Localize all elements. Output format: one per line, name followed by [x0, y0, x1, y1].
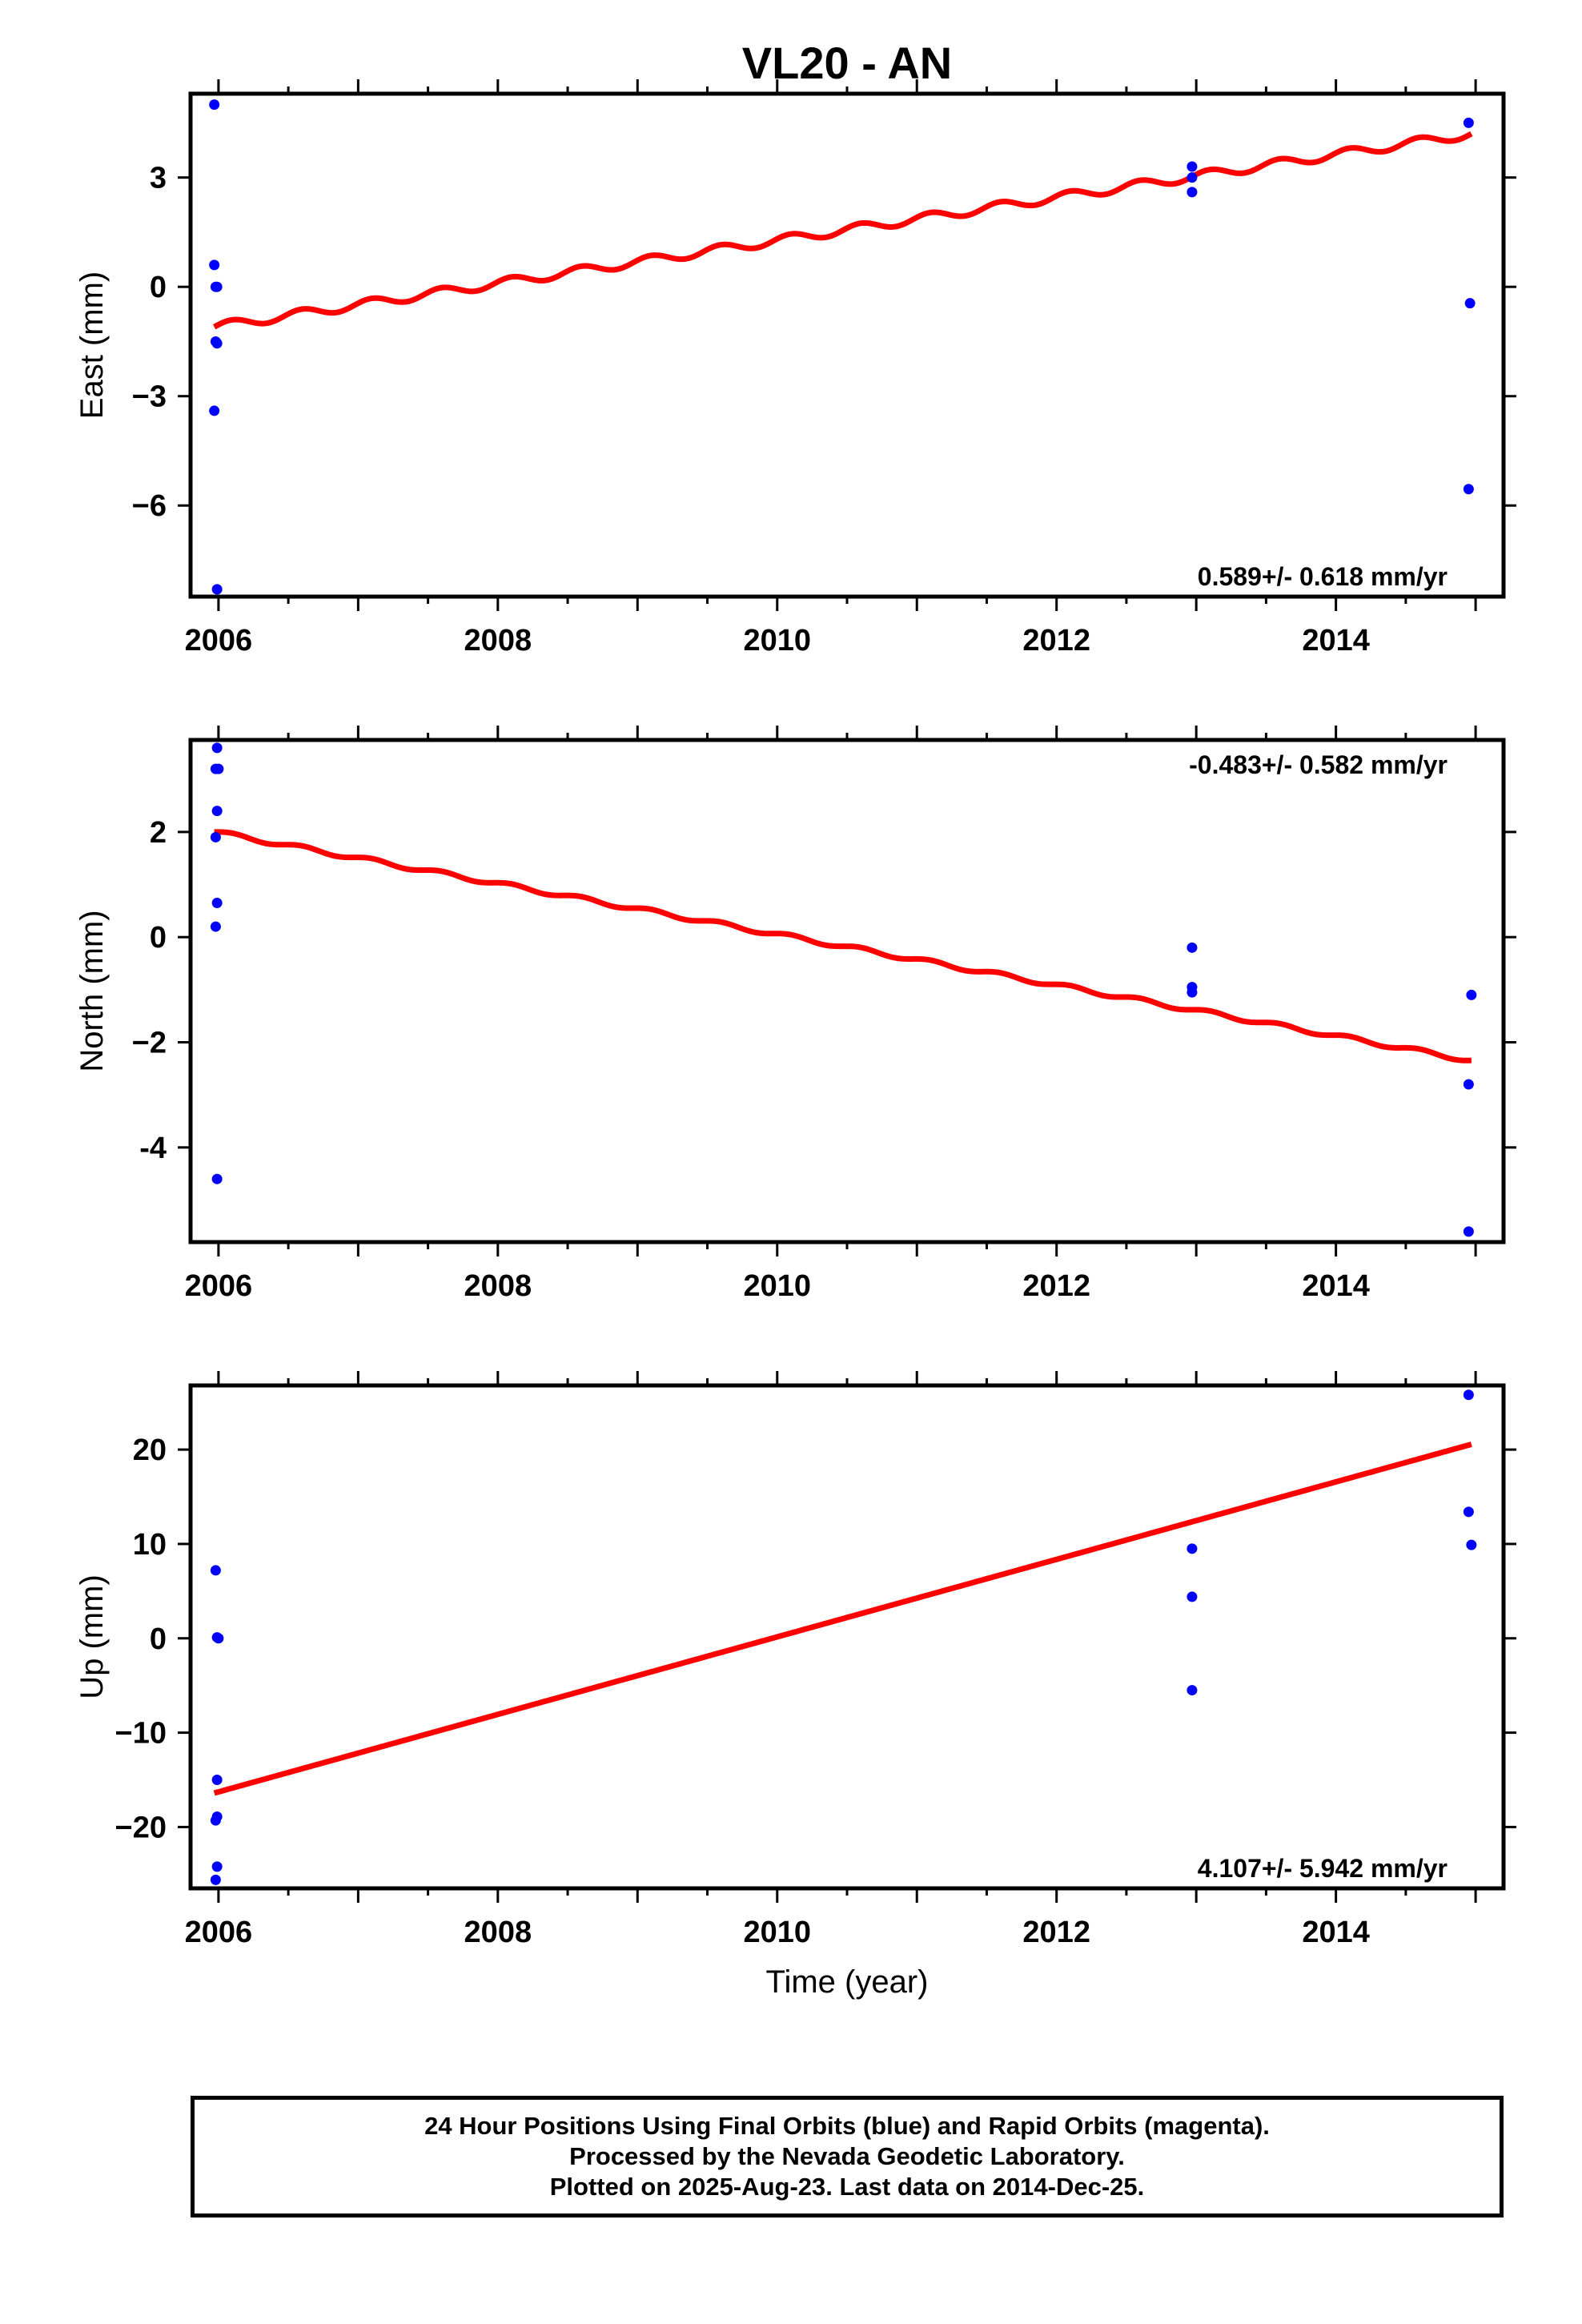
y-tick-label: 2: [150, 816, 167, 850]
data-point: [1463, 484, 1474, 495]
data-point: [1186, 172, 1198, 183]
data-point: [1463, 1506, 1474, 1518]
data-point: [211, 338, 223, 349]
y-tick-label: 0: [150, 1622, 167, 1656]
data-point: [1186, 1591, 1198, 1602]
footer-box: 24 Hour Positions Using Final Orbits (bl…: [191, 2096, 1504, 2217]
plot-frame: [188, 738, 1506, 1244]
data-point: [209, 259, 220, 271]
x-tick-label: 2012: [1022, 1269, 1090, 1303]
east-panel: 3 0 −3 −6 2006 2008 2010 2012 2014 0.589+/- 0.618…: [74, 79, 1516, 657]
data-point: [1186, 942, 1198, 953]
data-point: [210, 1874, 221, 1885]
y-tick-label: −2: [132, 1027, 167, 1060]
x-tick-label: 2006: [185, 624, 253, 657]
y-tick-label: −3: [132, 380, 167, 414]
x-tick-label: 2008: [464, 1269, 532, 1303]
x-tick-label: 2012: [1022, 624, 1090, 657]
data-point: [1186, 161, 1198, 172]
y-tick-label: −20: [115, 1811, 167, 1844]
rate-label: -0.483+/- 0.582 mm/yr: [1189, 750, 1447, 779]
x-tick-label: 2008: [464, 624, 532, 657]
data-point: [1186, 987, 1198, 998]
y-tick-label: −10: [115, 1717, 167, 1751]
footer-line-1: 24 Hour Positions Using Final Orbits (bl…: [424, 2112, 1270, 2140]
data-point: [213, 1633, 224, 1644]
data-point: [211, 1173, 223, 1184]
y-tick-label: 0: [150, 921, 167, 955]
y-tick-label: −6: [132, 489, 167, 523]
plot-frame: [188, 1383, 1506, 1891]
y-tick-label: 3: [150, 162, 167, 195]
y-tick-label: 20: [133, 1433, 167, 1467]
data-point: [211, 898, 223, 909]
trend-line: [214, 829, 1472, 1063]
data-point: [211, 806, 223, 817]
north-panel: 2 0 −2 -4 2006 2008 2010 2012 2014 -0.483+/- 0.58…: [74, 726, 1516, 1303]
x-tick-label: 2014: [1302, 624, 1370, 657]
data-point: [211, 1775, 223, 1786]
y-tick-label: 10: [133, 1528, 167, 1562]
y-tick-label: 0: [150, 271, 167, 304]
data-point: [210, 831, 221, 842]
rate-label: 0.589+/- 0.618 mm/yr: [1198, 562, 1447, 591]
data-point: [1466, 1539, 1477, 1550]
data-point: [210, 921, 221, 932]
data-point: [1466, 989, 1477, 1000]
x-tick-label: 2014: [1302, 1269, 1370, 1303]
x-tick-label: 2006: [185, 1269, 253, 1303]
data-point: [211, 584, 223, 595]
plot-frame: [188, 91, 1506, 599]
figure-title: VL20 - AN: [742, 38, 952, 88]
data-point: [1464, 298, 1476, 309]
trend-line: [213, 1441, 1472, 1796]
y-axis-label: North (mm): [74, 910, 110, 1072]
x-tick-label: 2008: [464, 1916, 532, 1949]
data-point: [1463, 1079, 1474, 1090]
data-point: [1186, 187, 1198, 198]
rate-label: 4.107+/- 5.942 mm/yr: [1198, 1854, 1447, 1883]
x-tick-label: 2012: [1022, 1916, 1090, 1949]
data-point: [1186, 1685, 1198, 1696]
data-point: [211, 742, 223, 754]
y-tick-label: -4: [139, 1132, 167, 1165]
x-tick-label: 2014: [1302, 1916, 1370, 1949]
y-axis-label: Up (mm): [74, 1574, 110, 1699]
data-point: [210, 1565, 221, 1576]
data-point: [1463, 117, 1474, 128]
x-tick-label: 2010: [743, 1916, 811, 1949]
x-axis-label: Time (year): [766, 1964, 929, 2000]
data-point: [1186, 1543, 1198, 1554]
x-tick-label: 2010: [743, 624, 811, 657]
x-tick-label: 2010: [743, 1269, 811, 1303]
footer-line-3: Plotted on 2025-Aug-23. Last data on 201…: [549, 2173, 1145, 2201]
x-tick-label: 2006: [185, 1916, 253, 1949]
data-point: [211, 1861, 223, 1872]
data-point: [213, 763, 224, 774]
data-point: [210, 1815, 221, 1826]
data-point: [209, 405, 220, 416]
data-point: [211, 281, 223, 292]
data-point: [1463, 1226, 1474, 1237]
data-point: [209, 99, 220, 111]
trend-line: [212, 131, 1473, 330]
data-point: [1463, 1389, 1474, 1401]
y-axis-label: East (mm): [74, 271, 110, 419]
footer-line-2: Processed by the Nevada Geodetic Laborat…: [569, 2142, 1125, 2170]
